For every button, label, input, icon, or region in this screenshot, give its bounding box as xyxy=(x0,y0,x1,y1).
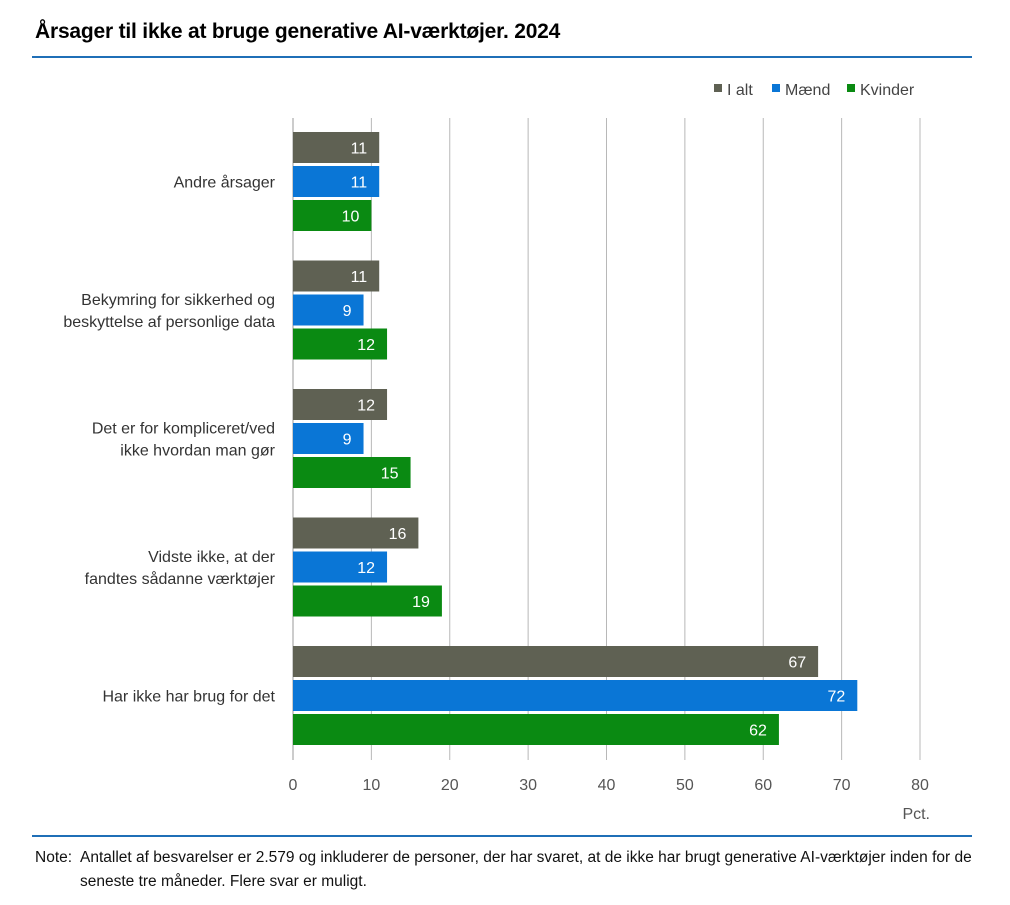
bar-value-label: 12 xyxy=(357,337,375,354)
bar xyxy=(293,389,388,420)
x-tick-label: 80 xyxy=(911,777,929,794)
bar xyxy=(293,646,819,677)
bar-value-label: 9 xyxy=(343,303,352,320)
legend-swatch xyxy=(714,84,722,92)
bar xyxy=(293,517,419,549)
x-tick-labels: 0 10 20 30 40 50 60 70 80 xyxy=(289,777,929,794)
legend-swatch xyxy=(847,84,855,92)
category-label: Har ikke har brug for det xyxy=(102,689,275,706)
bar xyxy=(293,585,442,617)
bar-value-label: 11 xyxy=(351,269,368,286)
bar-value-label: 12 xyxy=(357,560,375,577)
bar-value-label: 15 xyxy=(381,466,399,483)
bar-value-label: 19 xyxy=(412,594,430,611)
category-label: Det er for kompliceret/ved xyxy=(92,421,275,438)
category-label: Bekymring for sikkerhed og xyxy=(81,292,275,309)
bar xyxy=(293,260,380,292)
category-label: Andre årsager xyxy=(174,174,276,192)
x-tick-label: 60 xyxy=(754,777,772,794)
legend-swatch xyxy=(772,84,780,92)
top-rule xyxy=(32,56,972,58)
bar xyxy=(293,166,380,197)
category-label: ikke hvordan man gør xyxy=(120,443,275,460)
category-label: fandtes sådanne værktøjer xyxy=(85,570,276,588)
bar xyxy=(293,714,779,745)
bar-chart: 11 11 10 11 9 12 12 9 15 16 12 19 67 72 62 Andre årsag… xyxy=(63,82,930,823)
note-label: Note: xyxy=(35,849,73,866)
legend-label: Kvinder xyxy=(860,82,915,99)
category-label: Vidste ikke, at der xyxy=(148,549,276,566)
x-tick-label: 0 xyxy=(289,777,298,794)
bar xyxy=(293,200,372,231)
note-text: Antallet af besvarelser er 2.579 og inkl… xyxy=(80,849,972,890)
legend-label: I alt xyxy=(727,82,753,99)
bar-value-label: 11 xyxy=(351,175,368,192)
bar xyxy=(293,294,364,326)
bar xyxy=(293,680,858,711)
x-tick-label: 20 xyxy=(441,777,459,794)
x-tick-label: 10 xyxy=(362,777,380,794)
bar xyxy=(293,132,380,163)
bar xyxy=(293,551,388,583)
category-label: beskyttelse af personlige data xyxy=(63,314,275,331)
bar-value-label: 10 xyxy=(342,209,360,226)
bar xyxy=(293,423,364,454)
bar xyxy=(293,457,411,488)
x-tick-label: 70 xyxy=(833,777,851,794)
category-labels: Andre årsager Bekymring for sikkerhed og b… xyxy=(63,174,275,706)
bar xyxy=(293,328,388,360)
x-tick-label: 30 xyxy=(519,777,537,794)
legend-label: Mænd xyxy=(785,82,830,99)
chart-title: Årsager til ikke at bruge generative AI-… xyxy=(35,20,561,43)
bar-value-label: 62 xyxy=(749,723,767,740)
bar-value-label: 67 xyxy=(788,655,806,672)
bar-value-label: 72 xyxy=(828,689,846,706)
x-axis-label: Pct. xyxy=(902,806,930,823)
bar-value-label: 16 xyxy=(389,526,407,543)
bar-value-label: 12 xyxy=(357,398,375,415)
bar-value-label: 11 xyxy=(351,141,368,158)
bar-value-label: 9 xyxy=(343,432,352,449)
x-tick-label: 50 xyxy=(676,777,694,794)
x-tick-label: 40 xyxy=(598,777,616,794)
bottom-rule xyxy=(32,835,972,837)
bars: 11 11 10 11 9 12 12 9 15 16 12 19 67 72 62 xyxy=(293,132,858,745)
legend: I alt Mænd Kvinder xyxy=(714,82,915,99)
